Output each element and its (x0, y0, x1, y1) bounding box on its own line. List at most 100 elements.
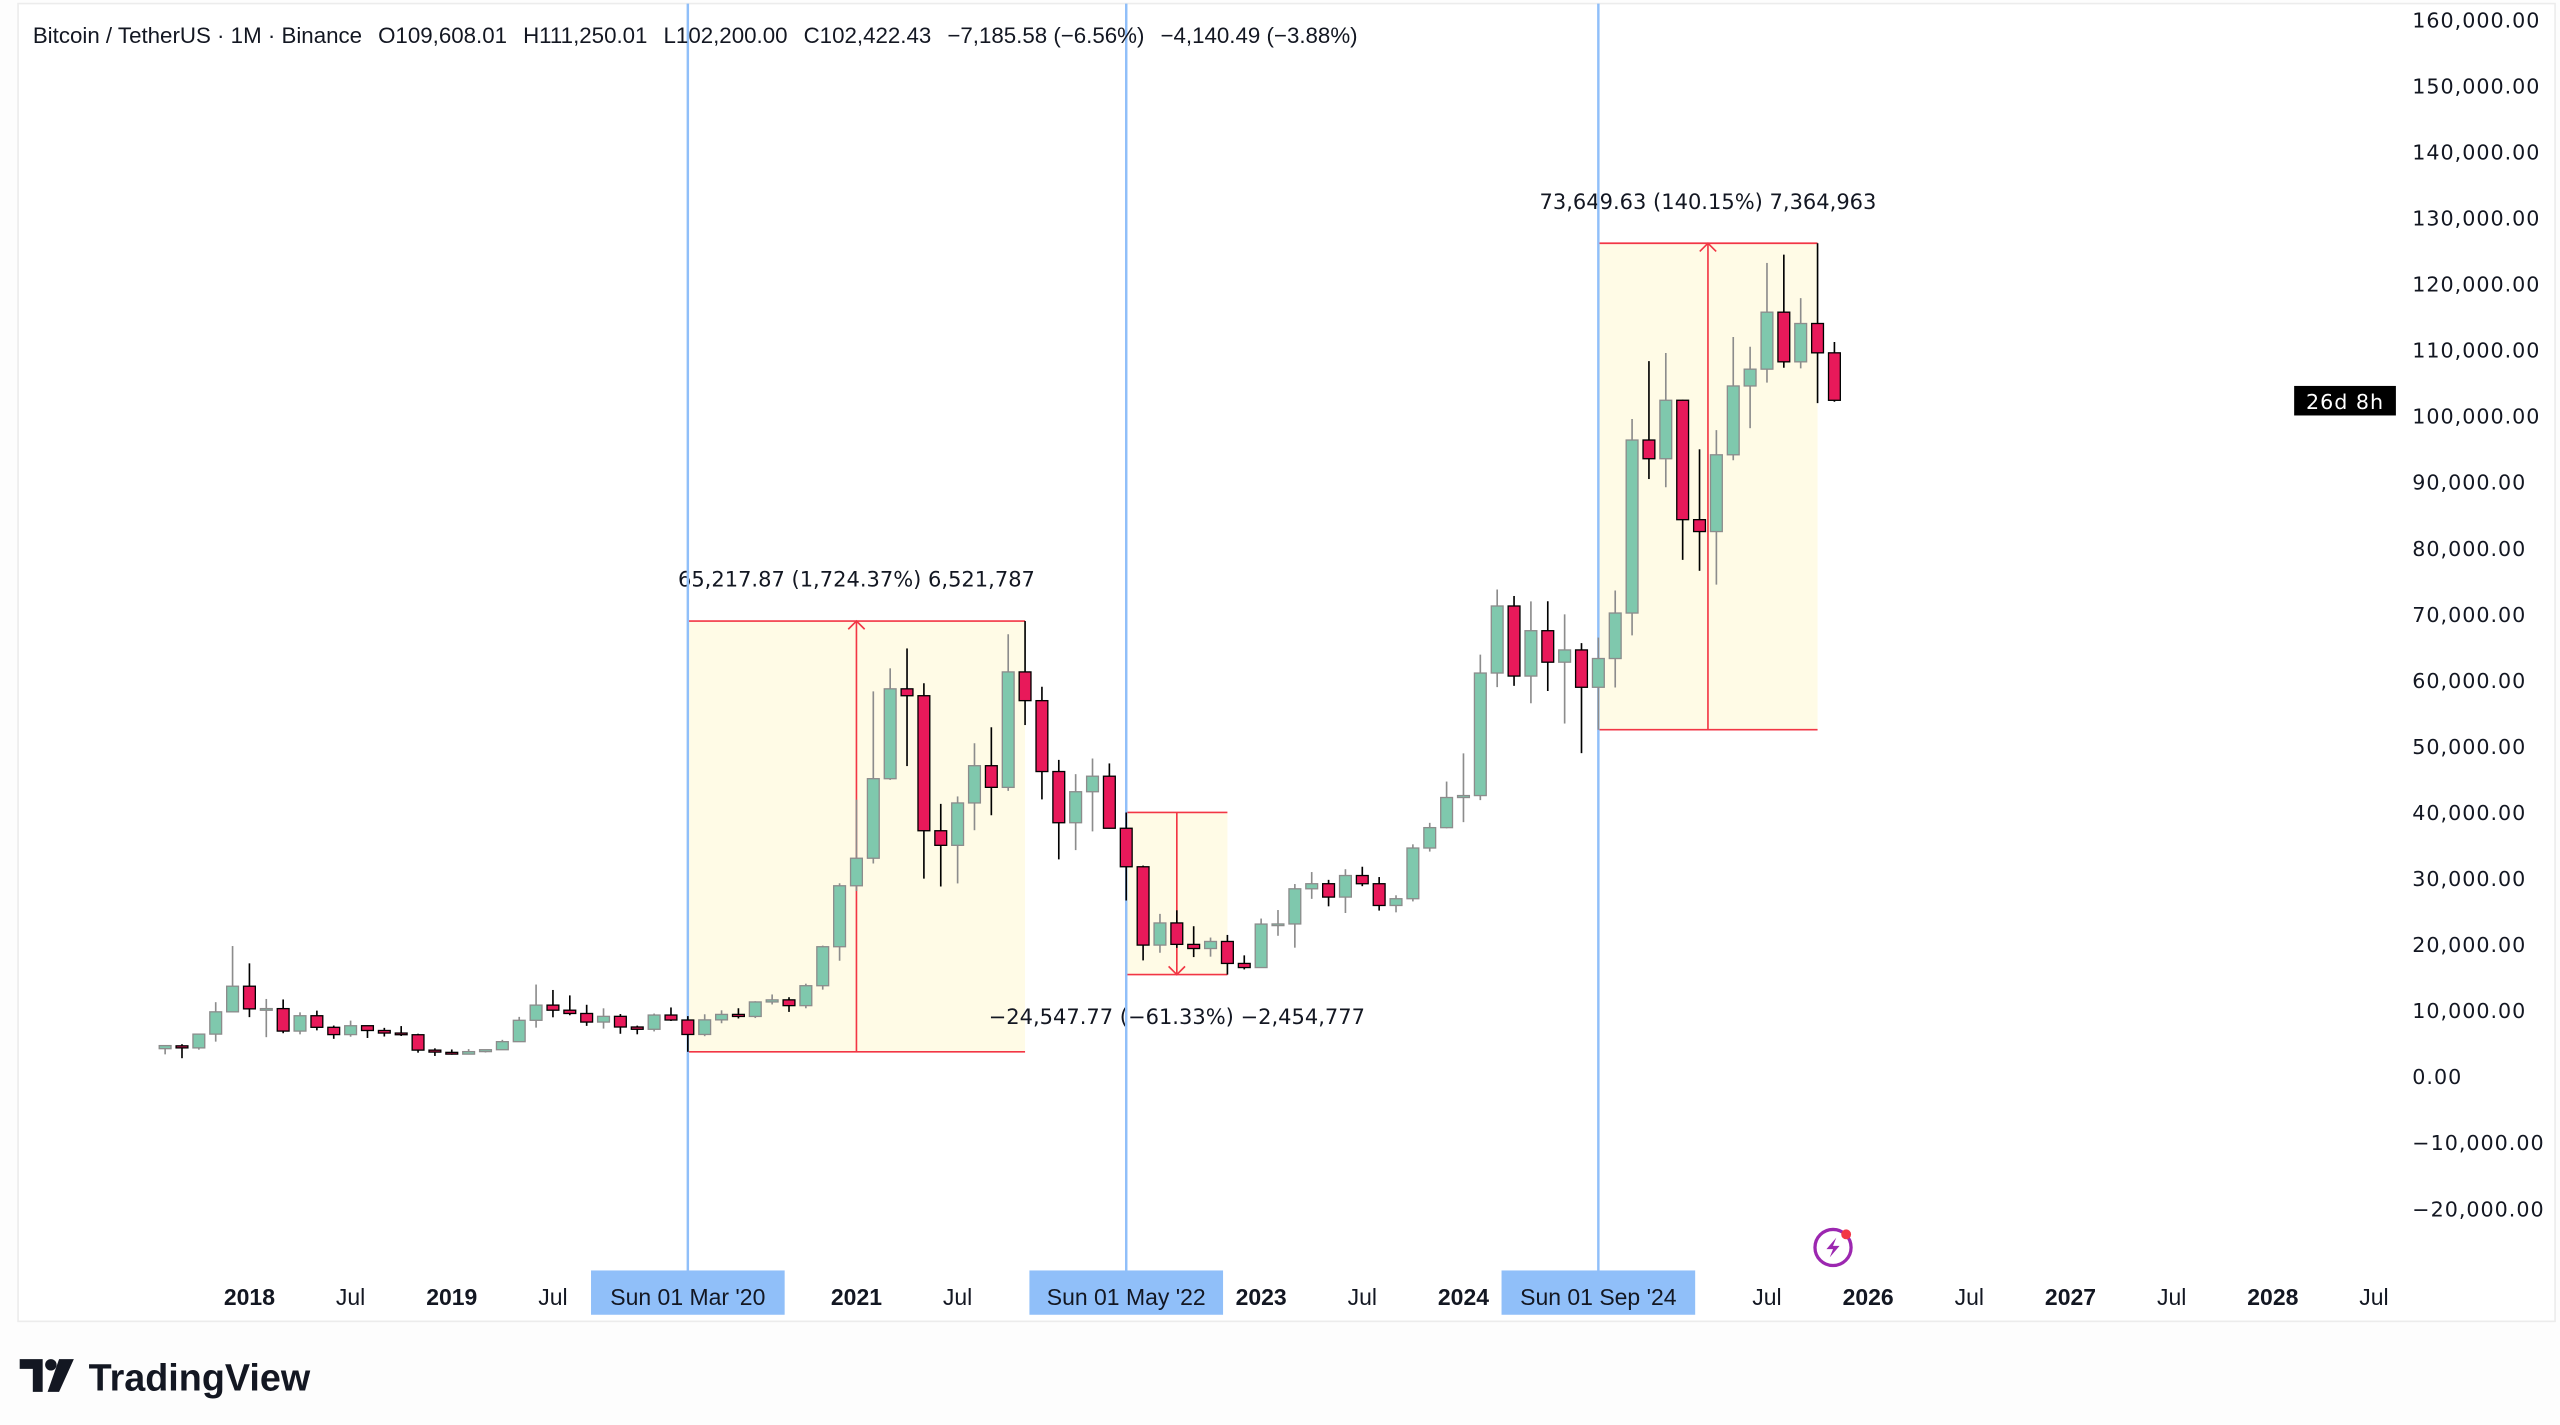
candle-2019-07 (546, 989, 560, 1018)
candles-layer (158, 243, 1841, 1059)
candle-body (1726, 385, 1740, 456)
time-tick-label: 2023 (1236, 1284, 1287, 1310)
candle-body (1153, 922, 1167, 946)
candle-body (1440, 796, 1454, 829)
candle-2023-11 (1423, 822, 1437, 852)
candle-body (1305, 883, 1319, 890)
candle-body (1035, 699, 1049, 773)
candle-body (1676, 399, 1690, 521)
candle-2022-01 (1052, 759, 1066, 860)
candle-body (512, 1019, 526, 1043)
candle-2021-06 (934, 803, 948, 887)
candle-body (1490, 605, 1504, 674)
time-tick-label: Jul (336, 1284, 365, 1310)
measure-arrow-head (847, 619, 866, 630)
date-label-background (591, 1270, 785, 1315)
candle-body (748, 1001, 762, 1018)
date-label-text: Sun 01 Sep '24 (1520, 1284, 1677, 1310)
price-tick-label: 110,000.00 (2412, 339, 2540, 363)
ohlc-change: −7,185.58 (−6.56%) (947, 23, 1144, 48)
price-tick-label: 150,000.00 (2412, 74, 2540, 98)
candle-2017-09 (175, 1044, 189, 1059)
lightning-icon[interactable] (1813, 1227, 1853, 1268)
candle-2020-08 (765, 994, 779, 1005)
candle-body (563, 1009, 577, 1015)
candle-2023-05 (1322, 879, 1336, 907)
date-crosshair-label: Sun 01 Mar '20 (591, 1270, 785, 1315)
candle-2018-12 (428, 1048, 442, 1056)
symbol-name[interactable]: Bitcoin / TetherUS · 1M · Binance (33, 23, 362, 48)
candle-body (984, 765, 998, 789)
candle-body (917, 695, 931, 832)
candle-body (1203, 940, 1218, 950)
candle-body (1389, 898, 1403, 907)
measure-label: −24,547.77 (−61.33%) −2,454,777 (989, 1005, 1365, 1029)
candle-2023-12 (1440, 781, 1454, 829)
candle-2020-11 (816, 945, 830, 990)
time-tick-label: 2019 (426, 1284, 477, 1310)
time-tick-label: 2018 (224, 1284, 275, 1310)
candle-body (1170, 922, 1184, 946)
price-tick-label: −20,000.00 (2412, 1197, 2544, 1221)
candle-2021-10 (1001, 634, 1015, 791)
candle-body (1085, 775, 1100, 793)
candle-body (714, 1013, 729, 1021)
price-tick-label: −10,000.00 (2412, 1131, 2544, 1155)
candle-2023-06 (1338, 869, 1353, 914)
candle-body (1810, 322, 1825, 354)
time-tick-label: Jul (1752, 1284, 1781, 1310)
measurement-layer: 65,217.87 (1,724.37%) 6,521,787 −24,547.7… (678, 190, 1876, 1053)
candle-2017-08 (158, 1044, 172, 1055)
candle-2020-10 (799, 983, 813, 1009)
candle-body (613, 1015, 627, 1028)
date-label-text: Sun 01 Mar '20 (610, 1284, 765, 1310)
ohlc-high: H111,250.01 (523, 23, 647, 48)
candle-body (259, 1007, 273, 1011)
candle-body (1406, 847, 1420, 900)
time-tick-label: Jul (2157, 1284, 2186, 1310)
price-tick-label: 130,000.00 (2412, 207, 2540, 231)
candle-2021-09 (984, 727, 998, 816)
price-axis[interactable]: 160,000.00 150,000.00 140,000.00 130,000.00… (2412, 8, 2544, 1221)
time-tick-label: 2026 (1843, 1284, 1894, 1310)
candle-body (1322, 883, 1336, 898)
tradingview-logo[interactable]: TradingView (19, 1356, 311, 1398)
candle-2022-12 (1237, 955, 1251, 970)
candle-2020-03 (681, 1016, 695, 1052)
candle-body (293, 1015, 307, 1032)
candle-2021-07 (951, 796, 965, 884)
symbol-legend[interactable]: Bitcoin / TetherUS · 1M · Binance O109,6… (33, 23, 1358, 48)
candle-body (1591, 657, 1605, 688)
candle-2019-01 (445, 1049, 459, 1055)
candle-body (698, 1019, 712, 1036)
date-label-background (1501, 1270, 1696, 1315)
time-tick-label: 2024 (1438, 1284, 1489, 1310)
candle-2017-12 (226, 946, 240, 1013)
candle-2020-02 (664, 1007, 678, 1021)
candle-body (883, 688, 897, 780)
candle-2022-03 (1085, 758, 1100, 832)
candle-2025-05 (1726, 337, 1740, 461)
candle-2021-03 (883, 668, 897, 780)
candle-2018-06 (327, 1025, 341, 1039)
candle-2024-10 (1608, 590, 1622, 688)
candle-body (1692, 519, 1707, 533)
price-tick-label: 80,000.00 (2412, 537, 2526, 561)
candle-body (1052, 770, 1066, 824)
candle-body (1456, 794, 1471, 799)
time-axis[interactable]: 2018 Jul 2019 Jul 2021 Jul 2023 Jul 2024 Jul 2026 J… (224, 1270, 2389, 1315)
candle-2020-05 (714, 1010, 729, 1024)
candle-body (1018, 671, 1032, 702)
candle-body (731, 1013, 745, 1018)
candle-body (1558, 649, 1572, 663)
chart-panel[interactable] (17, 2, 2556, 1323)
candle-body (1608, 612, 1622, 660)
candle-body (1659, 399, 1673, 460)
candle-2018-09 (377, 1027, 391, 1037)
date-crosshair-label: Sun 01 May '22 (1029, 1270, 1224, 1315)
candle-2018-07 (344, 1020, 358, 1037)
measure-label: 65,217.87 (1,724.37%) 6,521,787 (678, 568, 1035, 592)
candle-body (1507, 605, 1521, 677)
measure-label: 73,649.63 (140.15%) 7,364,963 (1539, 190, 1876, 214)
